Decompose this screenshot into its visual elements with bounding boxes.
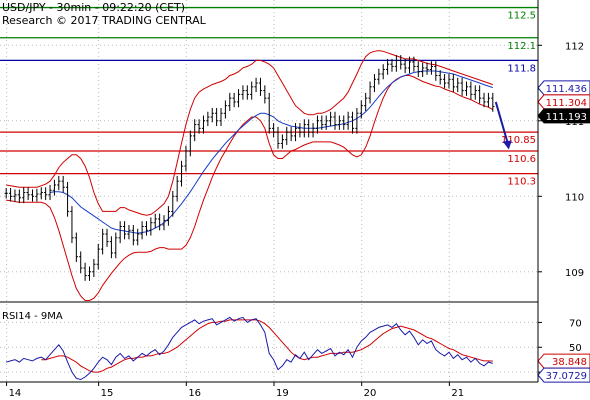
y-tick-label: 110 xyxy=(565,192,584,203)
x-axis: 14 15 16 19 20 21 xyxy=(6,382,464,399)
x-tick-label: 14 xyxy=(9,388,22,399)
rsi-box-blue-label: 37.0729 xyxy=(546,371,587,382)
bollinger-lower-line xyxy=(6,75,494,301)
rsi-ma-line xyxy=(41,319,493,373)
x-tick-label: 15 xyxy=(101,388,114,399)
price-box-blue-label: 111.436 xyxy=(546,84,587,95)
chart-header-copyright: Research © 2017 TRADING CENTRAL xyxy=(2,14,207,27)
rsi-y-tick-label: 50 xyxy=(569,343,582,354)
price-box-red-label: 111.304 xyxy=(546,98,587,109)
price-box-black: 111.193 xyxy=(537,108,590,124)
price-box-blue: 111.436 xyxy=(537,80,590,96)
forecast-arrow xyxy=(494,101,512,150)
price-box-red: 111.304 xyxy=(537,94,590,110)
price-box-red-shape xyxy=(537,94,590,110)
price-box-black-shape xyxy=(537,108,590,124)
x-tick-label: 21 xyxy=(451,388,464,399)
rsi-box-red-shape xyxy=(537,353,590,369)
rsi-box-blue-shape xyxy=(537,367,590,383)
rsi-box-red: 38.848 xyxy=(537,353,590,369)
level-label: 110.6 xyxy=(507,154,536,165)
price-box-blue-shape xyxy=(537,80,590,96)
grid xyxy=(0,0,538,382)
rsi-line xyxy=(6,316,493,381)
rsi-panel-title: RSI14 - 9MA xyxy=(2,311,63,322)
price-levels: 112.5 112.1 111.8 110.85 110.6 110.3 xyxy=(0,6,538,188)
y-tick-label: 112 xyxy=(565,41,584,52)
rsi-panel xyxy=(6,316,493,381)
level-label: 112.1 xyxy=(507,41,536,52)
rsi-box-blue: 37.0729 xyxy=(537,367,590,383)
y-tick-label: 109 xyxy=(565,268,584,279)
level-label: 112.5 xyxy=(507,11,536,22)
forecast-arrow-head xyxy=(502,140,512,150)
level-label: 110.85 xyxy=(501,135,536,146)
level-label: 110.3 xyxy=(507,177,536,188)
value-boxes: 111.436 111.304 111.193 38.848 37.0729 xyxy=(537,80,590,383)
x-tick-label: 20 xyxy=(364,388,377,399)
x-tick-label: 19 xyxy=(276,388,289,399)
bollinger-upper-line xyxy=(6,50,493,216)
level-label: 111.8 xyxy=(507,63,536,74)
price-bars xyxy=(4,55,495,281)
x-tick-label: 16 xyxy=(188,388,201,399)
price-box-black-label: 111.193 xyxy=(546,112,587,123)
forecast-arrow-shaft xyxy=(494,101,509,144)
rsi-box-red-label: 38.848 xyxy=(552,357,587,368)
chart-header-symbol: USD/JPY - 30min - 09:22:20 (CET) xyxy=(2,1,185,14)
right-axis-background xyxy=(538,0,590,400)
rsi-y-tick-label: 70 xyxy=(569,318,582,329)
